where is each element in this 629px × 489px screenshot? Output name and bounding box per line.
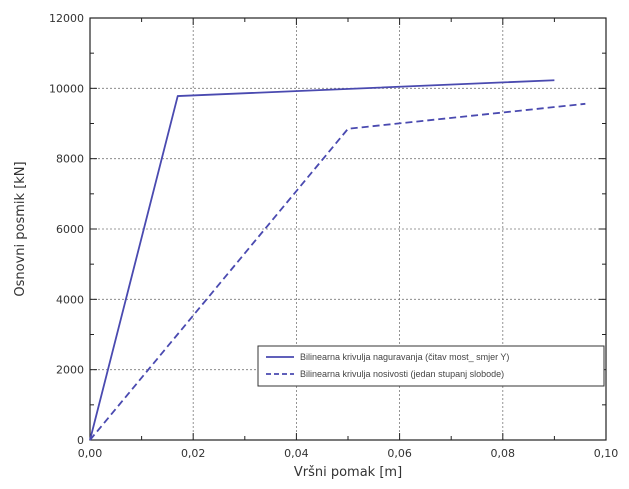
y-tick-label: 4000 <box>56 293 84 306</box>
x-axis-label: Vršni pomak [m] <box>294 465 402 480</box>
axis-ticks: 0,00 0,02 0,04 0,06 0,08 0,10 0 2000 4000 6000 800… <box>49 12 618 460</box>
legend-label-1: Bilinearna krivulja naguravanja (čitav m… <box>300 352 509 362</box>
x-tick-label: 0,02 <box>181 447 206 460</box>
y-tick-label: 0 <box>77 434 84 447</box>
x-tick-label: 0,04 <box>284 447 309 460</box>
y-tick-label: 8000 <box>56 153 84 166</box>
x-tick-label: 0,06 <box>387 447 412 460</box>
legend-box <box>257 345 605 387</box>
y-tick-label: 10000 <box>49 82 84 95</box>
legend-label-2: Bilinearna krivulja nosivosti (jedan stu… <box>300 369 504 379</box>
series-layer <box>89 79 586 441</box>
y-tick-label: 12000 <box>49 12 84 25</box>
y-axis-label: Osnovni posmik [kN] <box>13 161 28 296</box>
y-tick-label: 6000 <box>56 223 84 236</box>
legend: Bilinearna krivulja naguravanja (čitav m… <box>257 345 605 387</box>
y-tick-label: 2000 <box>56 364 84 377</box>
x-tick-label: 0,10 <box>594 447 619 460</box>
x-tick-label: 0,00 <box>78 447 103 460</box>
x-tick-label: 0,08 <box>491 447 516 460</box>
series-line-1 <box>89 79 555 441</box>
series-line-2 <box>89 102 586 441</box>
